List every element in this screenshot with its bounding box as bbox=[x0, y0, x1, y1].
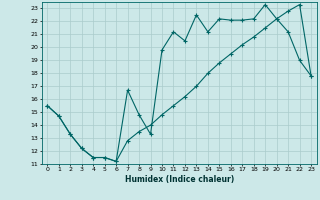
X-axis label: Humidex (Indice chaleur): Humidex (Indice chaleur) bbox=[124, 175, 234, 184]
